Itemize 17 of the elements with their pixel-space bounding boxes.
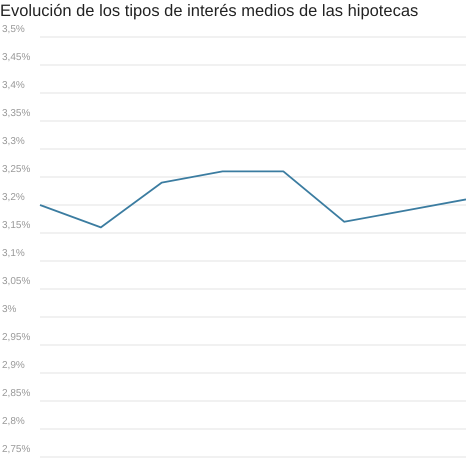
y-tick-label: 3,5% [2, 24, 25, 35]
y-tick-label: 3,05% [2, 276, 30, 287]
y-tick-label: 2,75% [2, 444, 30, 455]
y-tick-label: 2,8% [2, 416, 25, 427]
y-tick-label: 3,1% [2, 248, 25, 259]
y-tick-label: 2,9% [2, 360, 25, 371]
y-tick-label: 3,45% [2, 52, 30, 63]
y-tick-label: 3,4% [2, 80, 25, 91]
y-tick-label: 3,35% [2, 108, 30, 119]
y-tick-label: 3% [2, 304, 17, 315]
y-tick-label: 2,95% [2, 332, 30, 343]
chart-title: Evolución de los tipos de interés medios de las hipotecas [0, 2, 418, 21]
y-tick-label: 3,3% [2, 136, 25, 147]
y-tick-label: 3,15% [2, 220, 30, 231]
y-tick-label: 2,85% [2, 388, 30, 399]
y-tick-label: 3,25% [2, 164, 30, 175]
y-tick-label: 3,2% [2, 192, 25, 203]
